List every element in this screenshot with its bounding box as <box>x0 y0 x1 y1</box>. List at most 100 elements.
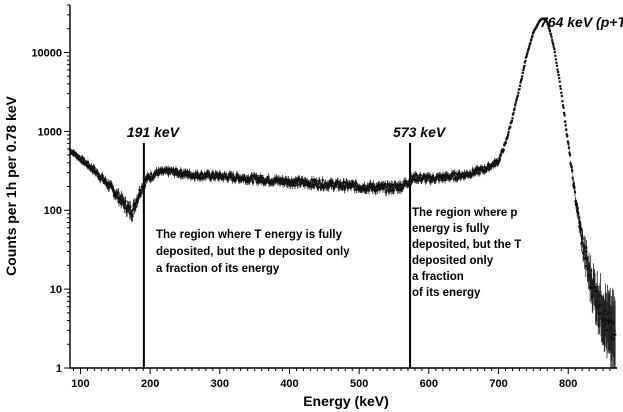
data-point <box>184 174 187 177</box>
data-point <box>141 185 144 188</box>
data-point <box>100 176 104 179</box>
data-point <box>565 133 568 136</box>
data-point <box>250 174 254 178</box>
data-point <box>585 250 588 253</box>
data-point <box>459 176 462 180</box>
data-point <box>567 146 571 149</box>
data-point <box>208 172 211 175</box>
data-point <box>286 183 289 186</box>
data-point <box>129 213 132 216</box>
data-point <box>323 184 326 188</box>
data-point <box>392 189 396 192</box>
data-point <box>119 198 122 201</box>
data-point <box>261 176 265 180</box>
data-point <box>166 171 169 174</box>
data-point <box>578 225 581 228</box>
data-point <box>394 183 397 186</box>
data-point <box>150 177 154 180</box>
data-point <box>79 159 82 162</box>
data-point <box>289 182 292 185</box>
data-point <box>96 170 99 173</box>
data-point <box>462 175 465 178</box>
data-point <box>581 251 585 254</box>
data-point <box>443 175 446 179</box>
data-point <box>155 169 158 172</box>
data-point <box>427 176 430 179</box>
data-point <box>152 176 155 179</box>
data-point <box>417 179 420 182</box>
data-point <box>517 91 520 94</box>
data-point <box>185 172 188 175</box>
data-point <box>553 50 556 54</box>
data-point <box>431 174 435 178</box>
data-point <box>366 187 369 190</box>
data-point <box>199 176 202 179</box>
data-point <box>227 176 230 179</box>
data-point <box>576 210 579 213</box>
data-point <box>437 179 441 182</box>
data-point <box>286 180 290 184</box>
data-point <box>376 188 379 192</box>
data-point <box>574 200 577 203</box>
data-point <box>243 175 246 179</box>
data-point <box>520 77 523 80</box>
data-point <box>275 176 278 179</box>
data-point <box>371 185 374 188</box>
data-point <box>306 180 309 184</box>
y-tick-label: 100 <box>44 205 62 217</box>
data-point <box>145 176 148 179</box>
data-point <box>610 327 613 330</box>
data-point <box>573 191 577 194</box>
data-point <box>178 171 181 174</box>
data-point <box>121 197 124 200</box>
data-point <box>587 265 591 269</box>
data-point <box>611 333 615 336</box>
data-point <box>93 167 96 170</box>
data-point <box>315 183 318 186</box>
data-point <box>382 183 385 187</box>
data-point <box>184 170 187 173</box>
data-point <box>305 182 309 186</box>
data-point <box>576 206 579 210</box>
x-tick-label: 700 <box>489 378 507 390</box>
data-point <box>192 175 196 178</box>
data-point <box>597 305 600 309</box>
data-point <box>531 34 534 37</box>
data-point <box>280 180 284 183</box>
data-point <box>110 183 113 187</box>
data-point <box>463 171 466 175</box>
data-point <box>581 237 584 240</box>
data-point <box>518 88 521 91</box>
data-point <box>604 309 607 312</box>
data-point <box>402 185 405 188</box>
data-point <box>231 173 235 176</box>
x-axis-title: Energy (keV) <box>303 393 389 409</box>
data-point <box>580 234 584 237</box>
data-point <box>566 135 569 138</box>
data-point <box>249 176 253 179</box>
data-point <box>432 176 435 180</box>
data-point <box>131 215 134 218</box>
data-point <box>317 186 320 189</box>
data-point <box>387 190 391 193</box>
data-point <box>92 165 95 169</box>
data-point <box>290 179 293 182</box>
data-point <box>156 173 160 177</box>
data-point <box>73 152 76 155</box>
data-point <box>311 181 314 184</box>
peak-label: 764 keV (p+T) <box>540 14 623 30</box>
data-point <box>296 184 299 187</box>
data-point <box>112 194 116 197</box>
data-point <box>251 179 254 183</box>
data-point <box>590 282 593 285</box>
data-point <box>534 27 537 31</box>
data-point <box>583 244 586 247</box>
data-point <box>220 176 223 179</box>
data-point <box>521 75 524 78</box>
data-point <box>309 181 312 185</box>
data-point <box>285 178 288 181</box>
data-point <box>551 41 554 44</box>
data-point <box>295 181 298 184</box>
data-point <box>567 142 570 145</box>
data-point <box>451 173 454 176</box>
